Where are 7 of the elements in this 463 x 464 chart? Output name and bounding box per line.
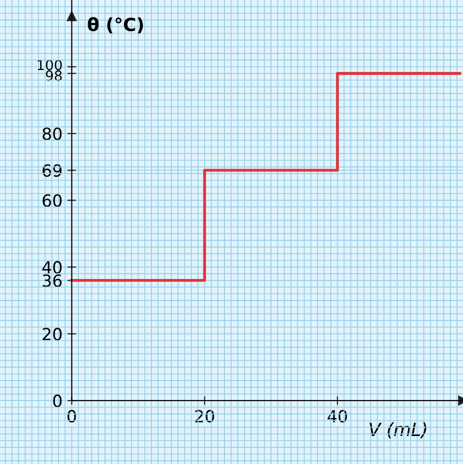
y-tick-label: 36 [42, 274, 62, 287]
y-tick-label: 40 [42, 261, 62, 274]
y-tick-label: 20 [42, 328, 62, 340]
y-tick-label: 80 [42, 127, 62, 140]
y-tick-label: 0 [53, 394, 62, 408]
y-axis-title: θ (°C) [88, 17, 143, 34]
y-tick-label: 60 [42, 194, 62, 207]
